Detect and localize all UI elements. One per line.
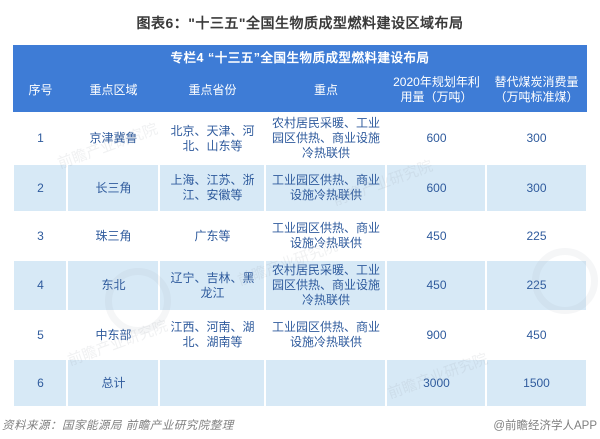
cell-index: 1 [12, 112, 69, 165]
col-header-index: 序号 [13, 68, 68, 113]
table-header-row: 序号 重点区域 重点省份 重点 2020年规划年利用量（万吨） 替代煤炭消费量（… [13, 68, 587, 113]
col-header-coal-replacement: 替代煤炭消费量（万吨标准煤） [486, 68, 587, 113]
table-row: 4 东北 辽宁、吉林、黑龙江 农村居民采暖、工业园区供热、商业设施冷热联供 45… [12, 259, 588, 312]
cell-region: 长三角 [66, 163, 161, 213]
cell-planned-volume: 600 [385, 112, 488, 165]
cell-index: 6 [12, 358, 69, 408]
cell-focus: 工业园区供热、商业设施冷热联供 [264, 310, 388, 360]
cell-provinces: 北京、天津、河北、山东等 [158, 112, 267, 165]
cell-planned-volume: 3000 [385, 358, 488, 408]
cell-index: 4 [12, 259, 69, 312]
cell-planned-volume: 450 [385, 211, 488, 261]
table-row: 6 总计 3000 1500 [12, 358, 588, 408]
cell-coal-replacement: 450 [485, 310, 588, 360]
cell-index: 3 [12, 211, 69, 261]
cell-focus: 工业园区供热、商业设施冷热联供 [264, 211, 388, 261]
table-row: 5 中东部 江西、河南、湖北、湖南等 工业园区供热、商业设施冷热联供 900 4… [12, 310, 588, 360]
credit-note: @前瞻经济学人APP [493, 420, 597, 432]
col-header-provinces: 重点省份 [159, 68, 266, 113]
biomass-fuel-layout-table: 专栏4 “十三五”全国生物质成型燃料建设布局 序号 重点区域 重点省份 重点 2… [12, 45, 588, 408]
cell-provinces: 江西、河南、湖北、湖南等 [158, 310, 267, 360]
cell-region: 东北 [66, 259, 161, 312]
col-header-region: 重点区域 [67, 68, 160, 113]
cell-coal-replacement: 300 [485, 112, 588, 165]
cell-index: 5 [12, 310, 69, 360]
figure-footer: 资料来源：国家能源局 前瞻产业研究院整理 @前瞻经济学人APP [2, 417, 597, 433]
table-banner-row: 专栏4 “十三五”全国生物质成型燃料建设布局 [13, 45, 587, 68]
cell-region: 中东部 [66, 310, 161, 360]
cell-planned-volume: 600 [385, 163, 488, 213]
cell-region: 京津冀鲁 [66, 112, 161, 165]
cell-provinces: 辽宁、吉林、黑龙江 [158, 259, 267, 312]
cell-planned-volume: 450 [385, 259, 488, 312]
figure-title: 图表6："十三五"全国生物质成型燃料建设区域布局 [136, 15, 464, 31]
cell-coal-replacement: 1500 [485, 358, 588, 408]
cell-focus: 农村居民采暖、工业园区供热、商业设施冷热联供 [264, 112, 388, 165]
cell-coal-replacement: 300 [485, 163, 588, 213]
table-head: 专栏4 “十三五”全国生物质成型燃料建设布局 序号 重点区域 重点省份 重点 2… [13, 45, 587, 113]
table-row: 3 珠三角 广东等 工业园区供热、商业设施冷热联供 450 225 [12, 211, 588, 261]
cell-index: 2 [12, 163, 69, 213]
cell-provinces: 广东等 [158, 211, 267, 261]
table-body: 1 京津冀鲁 北京、天津、河北、山东等 农村居民采暖、工业园区供热、商业设施冷热… [12, 112, 588, 408]
col-header-planned-volume: 2020年规划年利用量（万吨） [386, 68, 487, 113]
cell-region: 珠三角 [66, 211, 161, 261]
cell-region: 总计 [66, 358, 161, 408]
cell-provinces [158, 358, 267, 408]
table-row: 2 长三角 上海、江苏、浙江、安徽等 工业园区供热、商业设施冷热联供 600 3… [12, 163, 588, 213]
cell-coal-replacement: 225 [485, 259, 588, 312]
table-banner-title: 专栏4 “十三五”全国生物质成型燃料建设布局 [13, 45, 587, 68]
cell-provinces: 上海、江苏、浙江、安徽等 [158, 163, 267, 213]
col-header-focus: 重点 [265, 68, 387, 113]
cell-focus: 农村居民采暖、工业园区供热、商业设施冷热联供 [264, 259, 388, 312]
cell-coal-replacement: 225 [485, 211, 588, 261]
cell-focus: 工业园区供热、商业设施冷热联供 [264, 163, 388, 213]
table-row: 1 京津冀鲁 北京、天津、河北、山东等 农村居民采暖、工业园区供热、商业设施冷热… [12, 112, 588, 165]
cell-planned-volume: 900 [385, 310, 488, 360]
cell-focus [264, 358, 388, 408]
source-note: 资料来源：国家能源局 前瞻产业研究院整理 [2, 420, 234, 432]
